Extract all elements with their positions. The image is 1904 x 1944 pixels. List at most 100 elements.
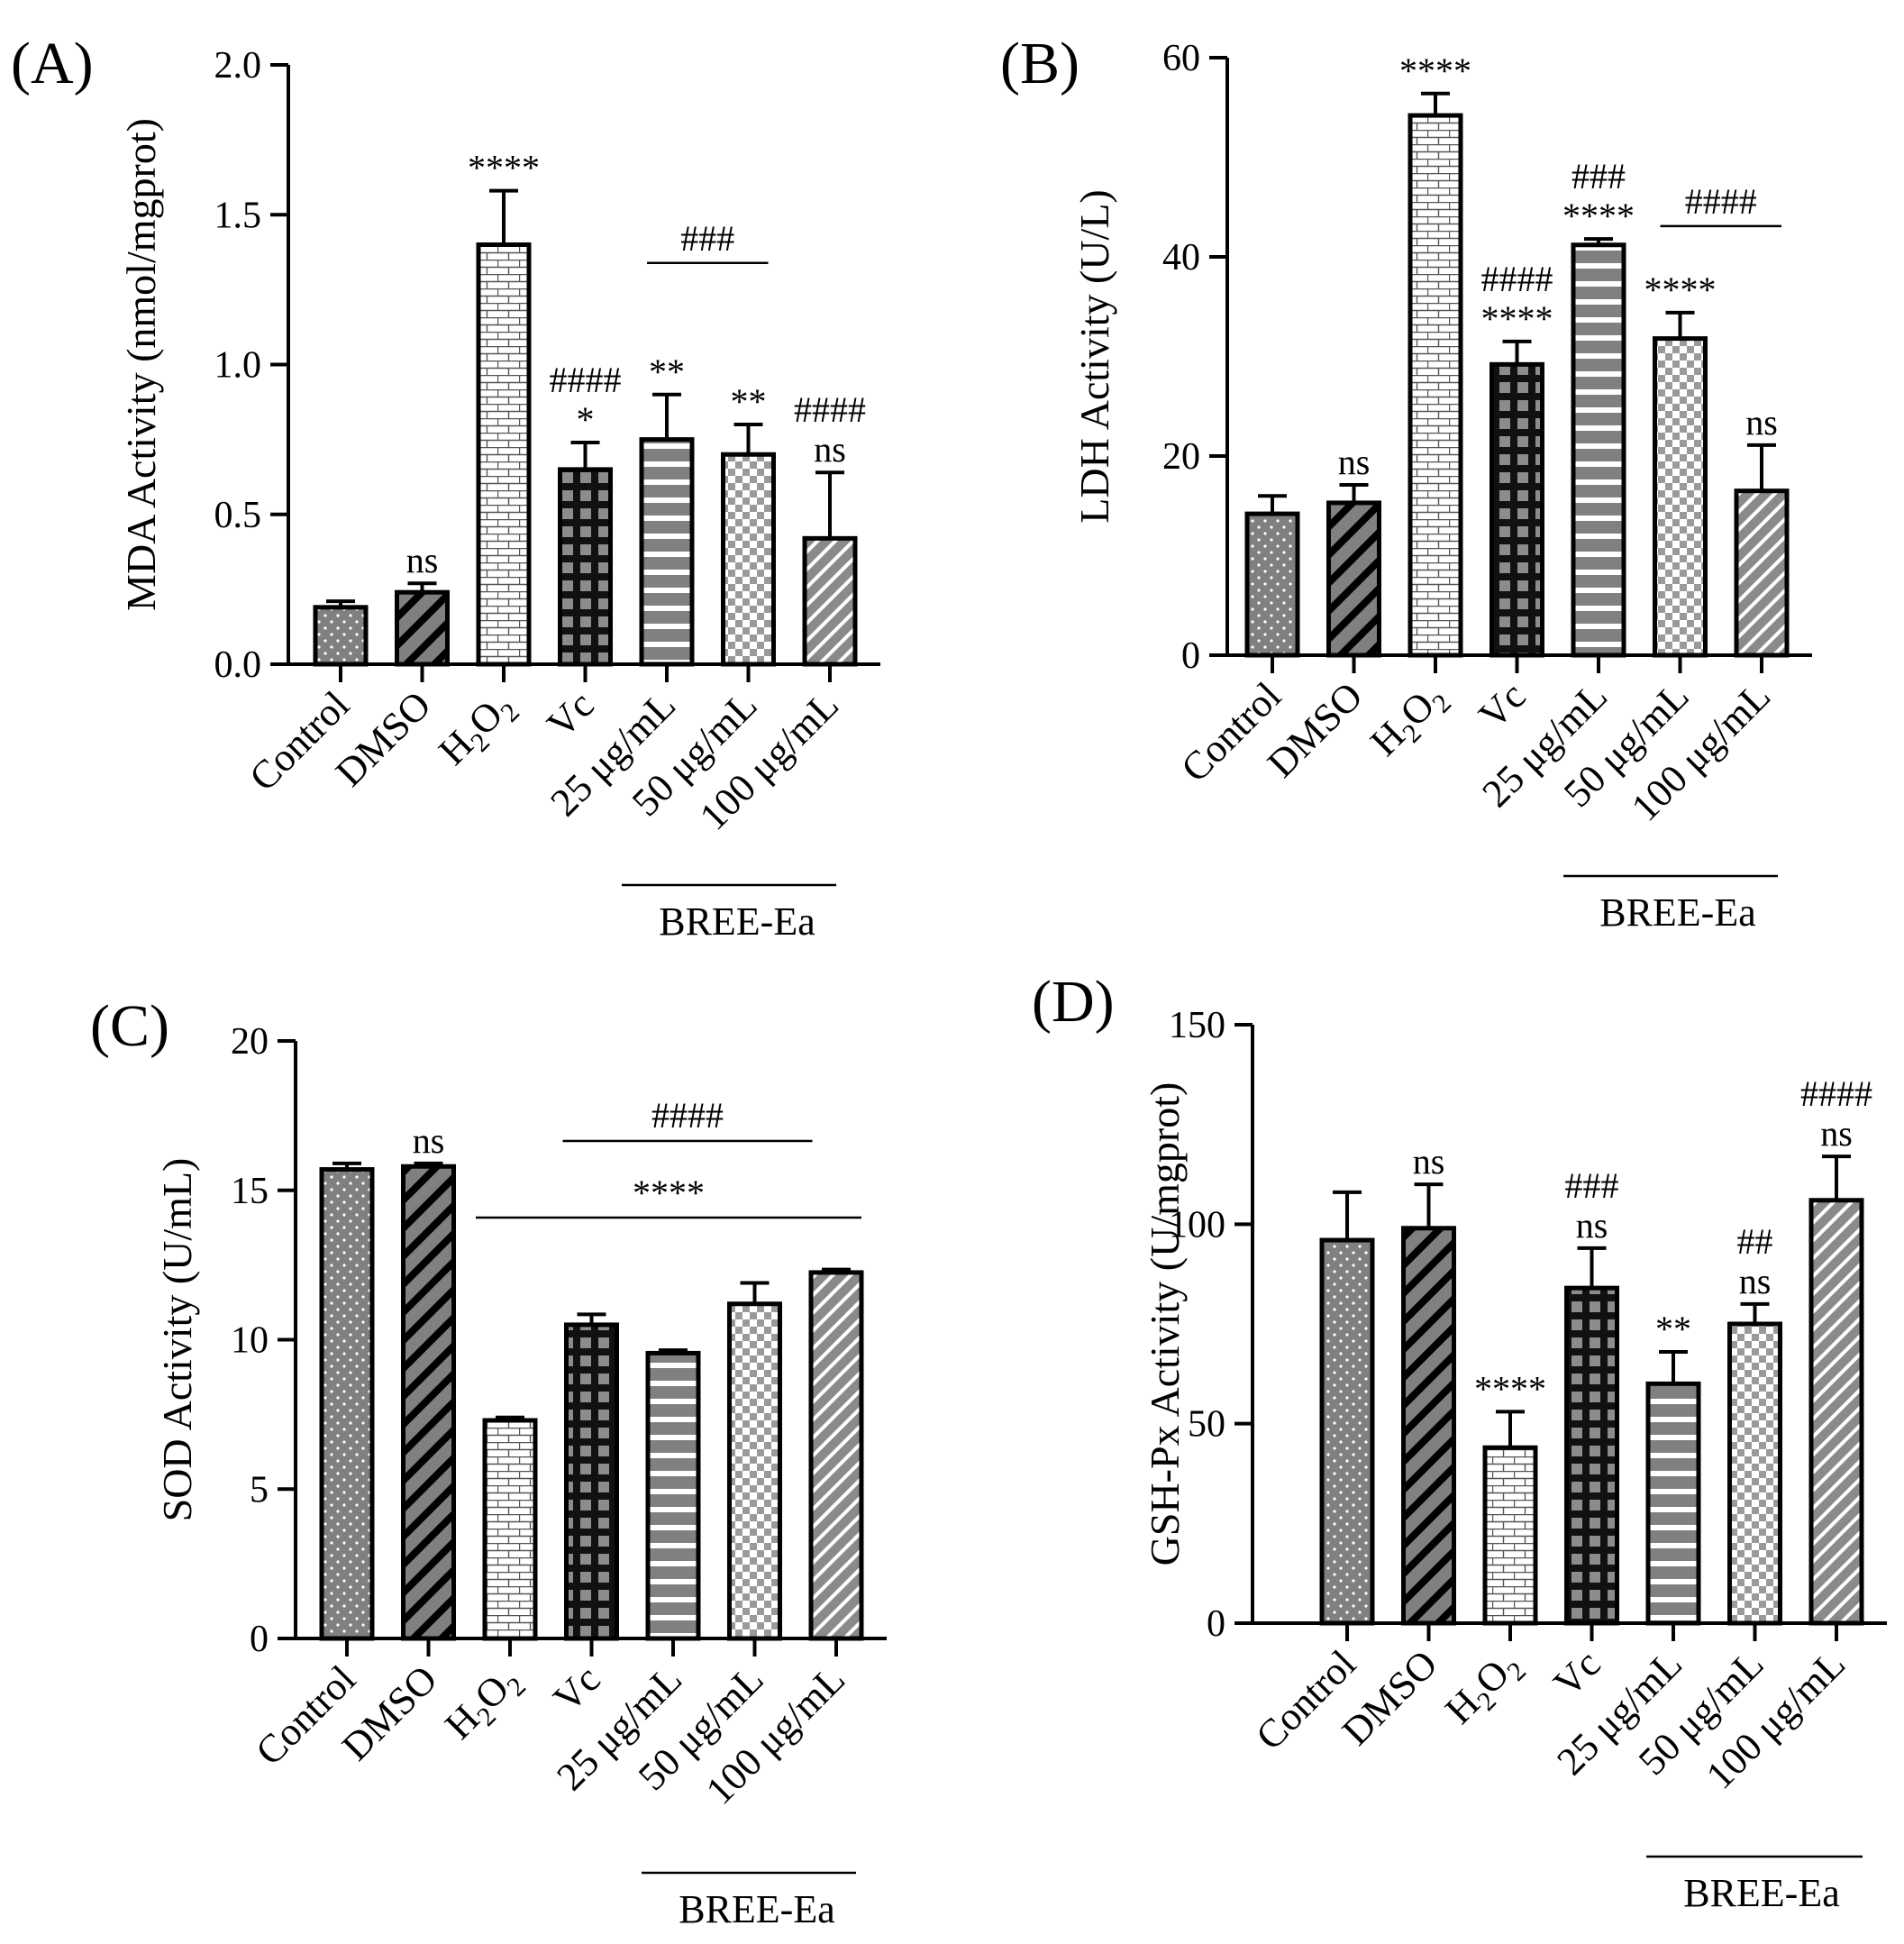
group-label: BREE-Ea <box>659 899 815 944</box>
bar-5 <box>1727 1321 1782 1626</box>
y-tick-label: 15 <box>231 1171 269 1212</box>
bar-2 <box>476 242 532 667</box>
bar-0 <box>1244 511 1300 658</box>
panel-label: (B) <box>1000 31 1080 96</box>
significance-star: ns <box>1739 1261 1772 1301</box>
bar-6 <box>808 1270 864 1641</box>
significance-star: ns <box>1576 1205 1608 1246</box>
y-tick-label: 0.5 <box>214 495 262 536</box>
significance-hash: ### <box>1565 1165 1619 1206</box>
significance-hash: #### <box>1800 1073 1872 1114</box>
category-label: Vc <box>545 1657 609 1720</box>
bar-4 <box>1645 1381 1701 1626</box>
bar-4 <box>645 1350 701 1641</box>
bar-4 <box>1571 242 1626 658</box>
significance-hash: ### <box>1571 156 1626 196</box>
significance-star: ns <box>413 1120 445 1161</box>
significance-star: ns <box>406 540 439 580</box>
category-label: Vc <box>1471 673 1535 737</box>
bar-1 <box>401 1164 456 1641</box>
bar-2 <box>482 1418 538 1641</box>
group-label: BREE-Ea <box>1599 890 1756 935</box>
significance-hash: #### <box>1481 259 1553 299</box>
bar-2 <box>1408 113 1463 658</box>
category-label: DMSO <box>333 1657 446 1769</box>
significance-star: **** <box>1644 269 1717 310</box>
bar-3 <box>1489 361 1544 658</box>
bracket-label: #### <box>651 1095 724 1136</box>
y-tick-label: 10 <box>231 1320 269 1362</box>
bar-1 <box>1401 1226 1456 1626</box>
bar-5 <box>721 452 776 667</box>
category-label: H2O2 <box>1436 1641 1532 1737</box>
significance-star: ** <box>731 381 767 422</box>
panel-label: (D) <box>1032 969 1115 1035</box>
y-tick-label: 0.0 <box>214 644 262 686</box>
y-tick-label: 1.5 <box>214 195 262 236</box>
bar-3 <box>1564 1285 1619 1626</box>
y-tick-label: 100 <box>1169 1204 1225 1246</box>
significance-star: ns <box>1338 442 1371 482</box>
category-label: Vc <box>539 682 603 746</box>
category-label: Vc <box>1545 1641 1609 1705</box>
significance-star: **** <box>1474 1368 1546 1409</box>
y-axis-title: SOD Activity (U/mL) <box>154 1158 200 1522</box>
y-axis-title: LDH Activity (U/L) <box>1071 189 1117 524</box>
category-label: H2O2 <box>1362 673 1457 769</box>
significance-star: **** <box>468 148 540 188</box>
bar-0 <box>319 1167 375 1641</box>
panel-label: (C) <box>90 993 169 1059</box>
bar-3 <box>558 467 613 667</box>
bar-1 <box>395 589 450 667</box>
panel-a: (A) MDA Activity (nmol/mgprot) 0.0 0.5 1.0 1.… <box>11 31 880 944</box>
bar-5 <box>1653 336 1708 658</box>
bar-6 <box>1808 1198 1864 1626</box>
y-tick-label: 40 <box>1162 237 1200 278</box>
bracket-label: #### <box>1685 181 1757 222</box>
category-label: DMSO <box>327 682 440 795</box>
significance-star: **** <box>1399 50 1471 91</box>
significance-star: ** <box>649 351 685 392</box>
panel-d: (D) GSH-Px Activity (U/mgprot) 0 50 100 150 Co… <box>1032 969 1887 1915</box>
panel-c: (C) SOD Activity (U/mL) 0 5 10 15 20 Control ns D… <box>90 993 887 1931</box>
significance-star: **** <box>1481 298 1553 339</box>
y-tick-label: 0 <box>1181 635 1200 677</box>
y-tick-label: 20 <box>231 1021 269 1063</box>
panel-label: (A) <box>11 31 94 96</box>
category-label: Control <box>1247 1641 1364 1758</box>
category-label: H2O2 <box>436 1657 532 1752</box>
category-label: H2O2 <box>430 682 525 778</box>
significance-star: ns <box>814 429 846 470</box>
category-label: DMSO <box>1334 1641 1446 1754</box>
category-label: Control <box>247 1657 364 1774</box>
y-tick-label: 1.0 <box>214 345 262 387</box>
bar-3 <box>564 1322 619 1641</box>
group-label: BREE-Ea <box>1683 1871 1840 1915</box>
bar-0 <box>1319 1237 1375 1626</box>
category-label: DMSO <box>1259 673 1371 786</box>
category-label: Control <box>241 682 358 799</box>
bar-5 <box>727 1301 782 1641</box>
bar-2 <box>1482 1445 1538 1626</box>
y-tick-label: 50 <box>1188 1404 1225 1446</box>
bar-1 <box>1326 500 1381 658</box>
significance-star: ** <box>1655 1309 1691 1349</box>
bar-6 <box>1734 488 1790 658</box>
category-label: Control <box>1172 673 1289 790</box>
y-tick-label: 150 <box>1169 1005 1225 1046</box>
group-label: BREE-Ea <box>679 1887 835 1931</box>
y-tick-label: 0 <box>250 1619 269 1660</box>
significance-star: ns <box>1413 1141 1445 1182</box>
y-axis-title: GSH-Px Activity (U/mgprot) <box>1142 1082 1188 1566</box>
bracket-label: ### <box>680 218 734 259</box>
significance-hash: #### <box>550 360 622 400</box>
y-tick-label: 2.0 <box>214 45 262 87</box>
bracket-label: **** <box>633 1173 705 1213</box>
bar-4 <box>639 437 695 667</box>
significance-star: ns <box>1820 1113 1853 1154</box>
bar-0 <box>313 605 369 667</box>
significance-star: * <box>577 399 595 440</box>
y-tick-label: 5 <box>250 1469 269 1510</box>
significance-hash: #### <box>794 389 866 430</box>
